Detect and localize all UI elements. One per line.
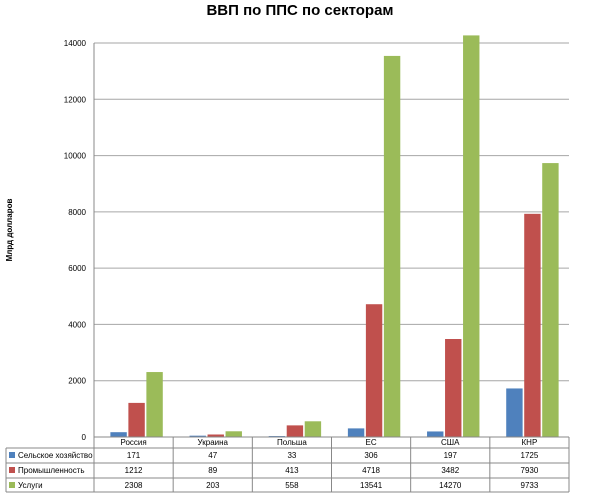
bar	[445, 339, 462, 437]
y-tick-label: 10000	[64, 152, 87, 161]
data-label: 9733	[521, 481, 539, 490]
legend-swatch	[9, 482, 15, 488]
data-label: 197	[444, 451, 458, 460]
legend-swatch	[9, 467, 15, 473]
bar	[463, 35, 480, 437]
bar	[146, 372, 163, 437]
bar	[110, 432, 127, 437]
bar	[128, 402, 145, 437]
data-label: 4718	[362, 466, 380, 475]
bar	[347, 428, 365, 437]
data-label: 1725	[521, 451, 539, 460]
data-label: 2308	[125, 481, 143, 490]
x-tick-label: Украина	[198, 438, 229, 447]
y-tick-label: 2000	[68, 377, 86, 386]
y-tick-label: 12000	[64, 95, 87, 104]
data-label: 413	[285, 466, 299, 475]
bar	[383, 55, 401, 437]
data-label: 171	[127, 451, 141, 460]
x-tick-label: Россия	[120, 438, 146, 447]
data-label: 558	[285, 481, 299, 490]
legend-swatch	[9, 452, 15, 458]
legend-entry: Сельское хозяйство	[18, 451, 93, 460]
y-tick-label: 14000	[64, 39, 87, 48]
y-tick-label: 0	[82, 433, 87, 442]
bar	[207, 434, 224, 437]
bar	[304, 421, 322, 437]
x-tick-label: КНР	[522, 438, 538, 447]
data-label: 306	[364, 451, 378, 460]
data-label: 89	[208, 466, 217, 475]
bar	[506, 388, 523, 437]
y-axis-label: Млрд долларов	[5, 199, 14, 262]
bar	[365, 304, 383, 437]
x-tick-label: США	[441, 438, 460, 447]
data-label: 3482	[441, 466, 459, 475]
data-label: 7930	[521, 466, 539, 475]
x-tick-label: Польша	[277, 438, 307, 447]
bar	[189, 435, 206, 437]
chart-title: ВВП по ППС по секторам	[206, 2, 393, 19]
bar	[524, 213, 541, 437]
data-label: 13541	[360, 481, 383, 490]
bars	[110, 35, 559, 437]
y-tick-label: 8000	[68, 208, 86, 217]
legend-entry: Промышленность	[18, 466, 85, 475]
y-axis-ticks: 0 2000 4000 6000 8000 10000 12000 14000	[64, 39, 87, 442]
data-table: Россия Украина Польша ЕС США КНР Сельское хозя…	[5, 436, 570, 493]
gridlines	[93, 42, 569, 437]
x-tick-label: ЕС	[366, 438, 377, 447]
bar	[225, 431, 242, 437]
data-label: 33	[287, 451, 296, 460]
data-label: 1212	[125, 466, 143, 475]
y-tick-label: 6000	[68, 264, 86, 273]
bar	[286, 425, 304, 437]
bar	[427, 431, 444, 437]
data-label: 14270	[439, 481, 462, 490]
y-tick-label: 4000	[68, 320, 86, 329]
data-label: 47	[208, 451, 217, 460]
bar	[542, 163, 559, 437]
data-label: 203	[206, 481, 220, 490]
legend-entry: Услуги	[18, 481, 43, 490]
